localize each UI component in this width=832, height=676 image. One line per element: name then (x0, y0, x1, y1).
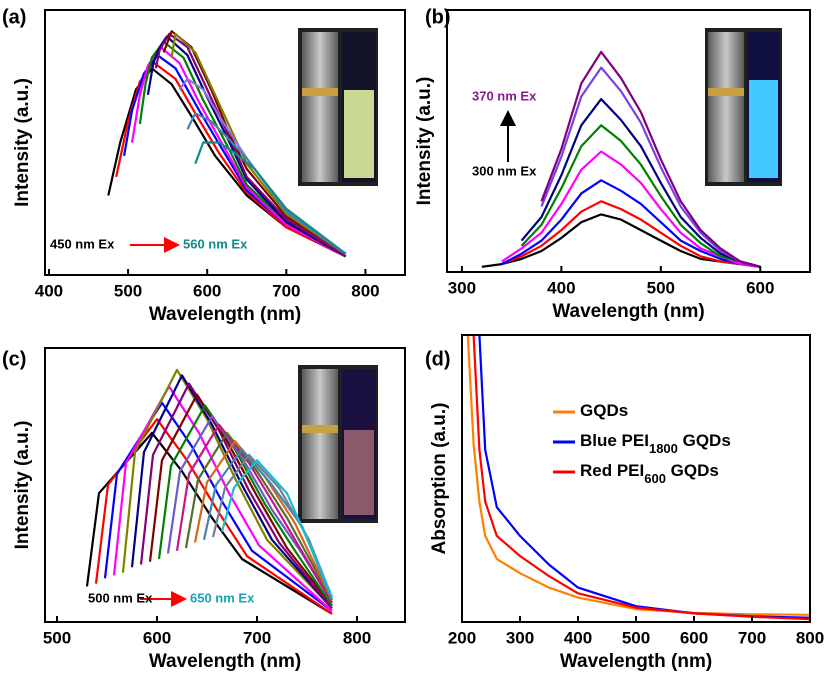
x-tick-label: 400 (547, 278, 575, 297)
spectrum-line (540, 50, 761, 268)
spectrum-line (112, 385, 333, 612)
legend-entry: Blue PEI1800 GQDs (580, 431, 731, 455)
x-tick-label: 600 (746, 278, 774, 297)
spectrum-line (186, 112, 347, 255)
spectrum-line (130, 374, 333, 610)
spectrum-line (103, 401, 333, 612)
annotation: 450 nm Ex (50, 236, 115, 251)
annotation: 370 nm Ex (472, 88, 537, 103)
x-tick-label: 500 (647, 278, 675, 297)
panel-label: (c) (2, 348, 26, 370)
annotation: 560 nm Ex (183, 236, 248, 251)
panel: 200 300 400 500 600 700 800 Wavelength (nm) Abso… (425, 334, 824, 672)
x-tick-label: 400 (35, 281, 63, 300)
panel: 400 500 600 700 800 Wavelength (nm) Intensity … (2, 6, 406, 325)
plot-frame (44, 9, 406, 276)
annotation: 650 nm Ex (190, 590, 255, 605)
y-axis-title: Intensity (a.u.) (414, 77, 435, 206)
panel-label: (b) (425, 6, 451, 28)
spectrum-line (121, 368, 333, 610)
panel: 300 400 500 600 Wavelength (nm) Intensity (a.… (414, 6, 811, 322)
spectrum-line (211, 453, 334, 598)
spectrum-line (501, 200, 761, 268)
x-tick-label: 300 (448, 278, 476, 297)
x-tick-label: 800 (796, 628, 824, 647)
x-tick-label: 600 (193, 281, 221, 300)
spectrum-line (148, 393, 333, 607)
spectrum-line (146, 35, 347, 258)
spectrum-line (184, 431, 333, 601)
spectrum-line (520, 98, 761, 268)
spectrum-line (472, 335, 810, 621)
x-tick-label: 800 (343, 628, 371, 647)
spectrum-line (170, 32, 347, 255)
x-tick-label: 800 (351, 281, 379, 300)
spectrum-line (130, 46, 347, 258)
inset-photo-c (298, 365, 378, 523)
x-axis-title: Wavelength (nm) (149, 304, 301, 325)
x-axis-title: Wavelength (nm) (149, 651, 301, 672)
annotation: 500 nm Ex (88, 590, 153, 605)
legend-entry: GQDs (580, 401, 628, 420)
x-tick-label: 300 (506, 628, 534, 647)
x-tick-label: 200 (448, 628, 476, 647)
spectrum-line (138, 40, 347, 258)
x-tick-label: 700 (738, 628, 766, 647)
y-axis-title: Intensity (a.u.) (12, 421, 33, 550)
y-axis-title: Intensity (a.u.) (12, 78, 33, 207)
panel-label: (a) (2, 6, 26, 28)
spectrum-line (540, 66, 761, 268)
spectrum-line (520, 124, 761, 268)
inset-photo-a (298, 28, 378, 186)
inset-photo-b (705, 28, 782, 186)
x-tick-label: 500 (43, 628, 71, 647)
spectrum-line (501, 179, 761, 268)
spectrum-line (154, 32, 347, 258)
x-tick-label: 600 (143, 628, 171, 647)
panel: 500 600 700 800 Wavelength (nm) Intensity (a.… (2, 347, 406, 672)
x-tick-label: 500 (622, 628, 650, 647)
plot-frame (44, 347, 406, 623)
x-tick-label: 700 (272, 281, 300, 300)
spectrum-line (194, 141, 347, 255)
x-axis-title: Wavelength (nm) (552, 301, 704, 322)
x-tick-label: 400 (564, 628, 592, 647)
x-tick-label: 500 (114, 281, 142, 300)
y-axis-title: Absorption (a.u.) (429, 403, 450, 555)
x-axis-title: Wavelength (nm) (560, 651, 712, 672)
spectrum-line (220, 459, 334, 598)
spectrum-line (85, 431, 333, 615)
x-tick-label: 600 (680, 628, 708, 647)
legend-entry: Red PEI600 GQDs (580, 461, 719, 485)
panel-label: (d) (425, 348, 451, 370)
x-tick-label: 700 (243, 628, 271, 647)
plot-frame (446, 9, 811, 273)
annotation: 300 nm Ex (472, 163, 537, 178)
